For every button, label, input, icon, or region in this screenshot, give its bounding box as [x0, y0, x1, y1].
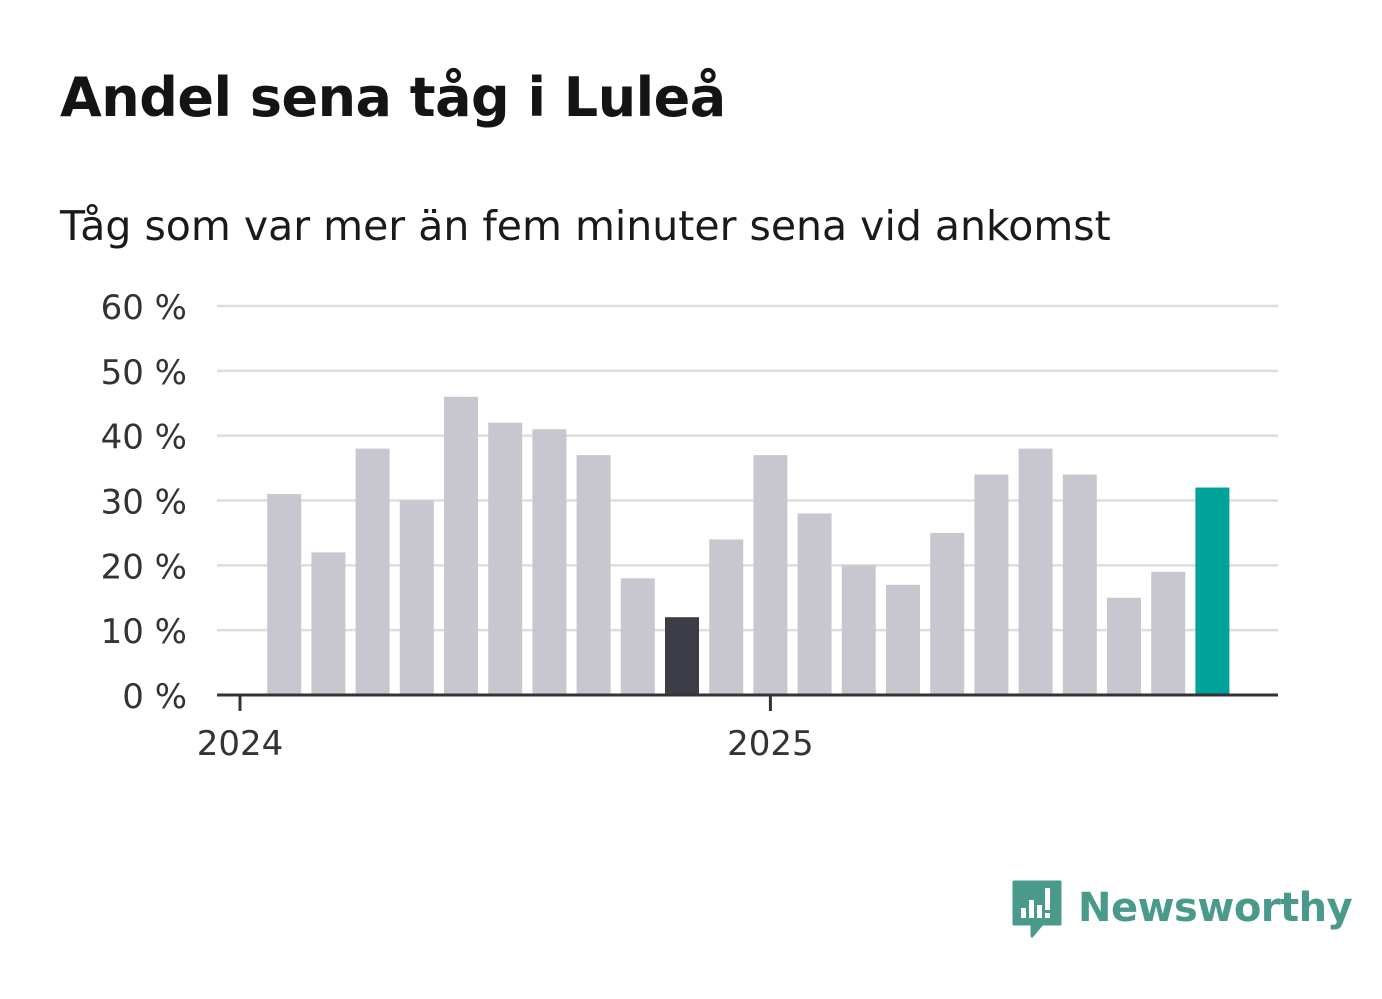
- brand: Newsworthy: [1010, 878, 1353, 938]
- bar-2025-02: [797, 513, 832, 695]
- gridlines: [217, 304, 1278, 632]
- bar-2024-10: [620, 578, 655, 695]
- bar-2025-07: [1018, 448, 1053, 695]
- chart-subtitle: Tåg som var mer än fem minuter sena vid …: [60, 202, 1111, 250]
- bar-2025-05: [930, 532, 965, 695]
- bar-2024-07: [488, 422, 523, 695]
- bar-2025-04: [886, 584, 920, 695]
- bar-2024-03: [311, 552, 346, 695]
- bar-2025-11: [1195, 487, 1230, 695]
- y-tick-label: 40 %: [101, 418, 187, 458]
- bar-2025-10: [1151, 571, 1186, 695]
- bar-chart: 0 % 10 % 20 % 30 % 40 % 50 % 60 % 2024 2025: [101, 288, 1278, 764]
- x-tick-label: 2025: [727, 724, 814, 764]
- bar-2024-06: [444, 396, 478, 695]
- bar-2024-09: [576, 455, 611, 695]
- y-tick-label: 20 %: [101, 547, 187, 587]
- bar-2024-02: [267, 494, 302, 695]
- bar-2024-04: [355, 448, 390, 695]
- bar-2025-06: [974, 474, 1009, 695]
- bar-2025-03: [841, 565, 876, 695]
- bar-2024-12: [709, 539, 744, 695]
- y-tick-label: 60 %: [101, 288, 187, 328]
- y-tick-label: 0 %: [122, 677, 187, 717]
- brand-name: Newsworthy: [1078, 885, 1353, 931]
- bar-2025-09: [1107, 597, 1141, 695]
- bar-2024-11: [665, 617, 699, 695]
- bars: [267, 396, 1230, 695]
- x-tick-label: 2024: [197, 724, 284, 764]
- bar-2024-05: [399, 500, 434, 695]
- axes: 0 % 10 % 20 % 30 % 40 % 50 % 60 % 2024 2025: [101, 288, 1278, 764]
- bar-2025-08: [1062, 474, 1097, 695]
- newsworthy-logo-icon: [1012, 880, 1062, 938]
- y-tick-label: 10 %: [101, 612, 187, 652]
- y-tick-label: 30 %: [101, 483, 187, 523]
- y-tick-label: 50 %: [101, 353, 187, 393]
- chart-title: Andel sena tåg i Luleå: [60, 66, 726, 129]
- bar-2025-01: [753, 455, 788, 695]
- bar-2024-08: [532, 429, 567, 695]
